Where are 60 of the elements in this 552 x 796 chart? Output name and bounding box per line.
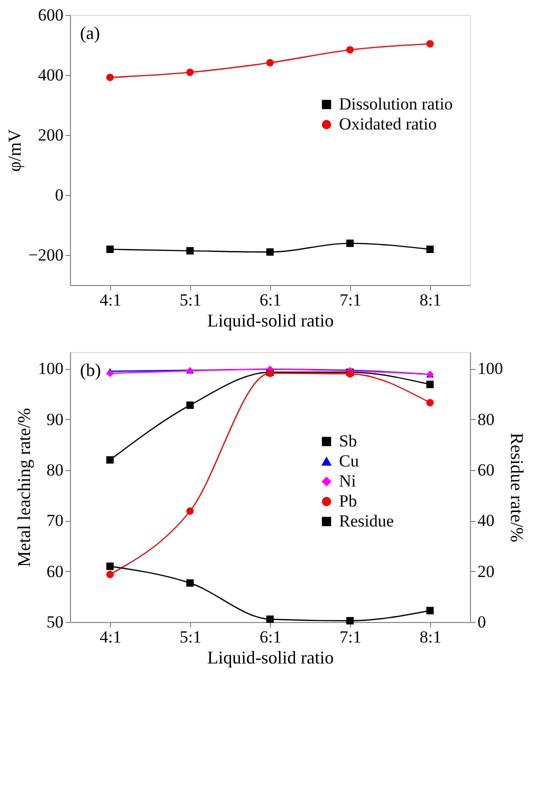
x-tick-label: 4:1	[100, 290, 122, 310]
point	[426, 246, 434, 254]
x-tick-label: 7:1	[340, 290, 362, 310]
x-tick-label: 8:1	[420, 628, 442, 646]
legend-label: Residue	[339, 512, 394, 530]
y-tick-label: 60	[46, 562, 64, 581]
x-tick-label: 6:1	[260, 628, 282, 646]
point	[186, 401, 194, 409]
y-tick-label: 200	[38, 126, 64, 144]
y-axis-title: Metal leaching rate/%	[14, 408, 34, 567]
point	[266, 616, 274, 623]
point	[426, 606, 434, 614]
y2-tick-label: 40	[478, 511, 494, 530]
annotation: (b)	[80, 360, 101, 380]
legend-label: Pb	[339, 492, 357, 510]
point	[266, 59, 274, 66]
x-tick-label: 5:1	[180, 290, 202, 310]
point	[186, 247, 194, 255]
y-tick-label: 50	[46, 612, 64, 632]
legend-label: Oxidated ratio	[339, 114, 437, 134]
point	[106, 562, 114, 570]
point	[106, 74, 114, 82]
x-axis-title: Liquid-solid ratio	[207, 310, 334, 330]
x-tick-label: 8:1	[420, 290, 442, 310]
x-tick-label: 5:1	[180, 628, 202, 646]
point	[346, 240, 354, 248]
point	[106, 246, 114, 254]
y2-axis-title: Residue rate/%	[507, 432, 527, 542]
y2-tick-label: 60	[478, 460, 494, 480]
point	[106, 570, 114, 578]
y2-tick-label: 100	[478, 359, 503, 378]
legend-label: Dissolution ratio	[339, 94, 453, 114]
y-tick-label: 70	[46, 511, 64, 530]
y2-tick-label: 20	[478, 562, 494, 581]
point	[106, 456, 114, 464]
legend-label: Cu	[339, 452, 360, 470]
y-tick-label: 100	[38, 359, 64, 378]
annotation: (a)	[80, 23, 100, 43]
y-tick-label: 600	[38, 6, 64, 24]
point	[426, 40, 434, 48]
point	[346, 617, 354, 624]
y-tick-label: 90	[46, 410, 64, 429]
point	[346, 46, 354, 54]
legend-label: Ni	[339, 472, 356, 490]
y-tick-label: −200	[28, 246, 64, 264]
point	[426, 398, 434, 406]
legend-label: Sb	[339, 432, 357, 450]
point	[186, 507, 194, 515]
y-axis-title: φ/mV	[4, 129, 24, 172]
point	[426, 380, 434, 388]
y-tick-label: 400	[38, 66, 64, 84]
y2-tick-label: 80	[478, 410, 494, 429]
x-tick-label: 4:1	[100, 628, 122, 646]
y-tick-label: 80	[46, 460, 64, 480]
x-tick-label: 6:1	[260, 290, 282, 310]
x-axis-title: Liquid-solid ratio	[207, 648, 334, 668]
y2-tick-label: 0	[478, 612, 486, 632]
point	[186, 68, 194, 76]
x-tick-label: 7:1	[340, 628, 362, 646]
y-tick-label: 0	[55, 186, 64, 204]
